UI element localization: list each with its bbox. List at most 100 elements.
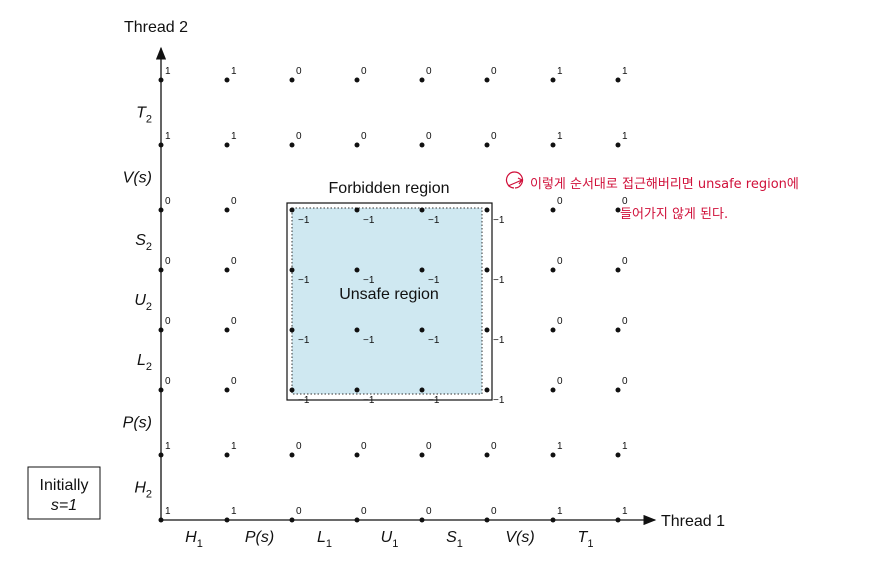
grid-point: [484, 142, 490, 148]
point-value: −1: [428, 335, 440, 346]
grid-point: [419, 77, 425, 83]
point-value: 0: [361, 131, 367, 142]
x-label: U1: [381, 529, 399, 550]
grid-point: [550, 267, 556, 273]
point-value: −1: [363, 335, 375, 346]
point-value: −1: [298, 335, 310, 346]
grid-point: [289, 452, 295, 458]
label-name: U: [134, 292, 146, 309]
label-sub: 2: [146, 361, 152, 373]
grid-point: [419, 207, 425, 213]
grid-point: [224, 142, 230, 148]
label-sub: 2: [146, 301, 152, 313]
point-value: 0: [622, 376, 628, 387]
point-value: 0: [231, 376, 237, 387]
grid-point: [550, 327, 556, 333]
x-label: H1: [185, 529, 203, 550]
grid: 1 1 0 0 0 0 1 1 1 1 0 0 0 0 1 1 0 0 −1 −1 −1 −1 0 0 0 0 −1 −1 −1 −1 0 0…: [123, 66, 628, 550]
point-value: 1: [165, 441, 171, 452]
grid-point: [224, 452, 230, 458]
point-value: 1: [557, 441, 563, 452]
point-value: 0: [361, 506, 367, 517]
grid-point: [224, 327, 230, 333]
grid-point: [354, 387, 360, 393]
grid-point: [289, 327, 295, 333]
point-value: 0: [426, 441, 432, 452]
point-value: 0: [361, 441, 367, 452]
grid-point: [615, 207, 621, 213]
label-sub: 1: [326, 538, 332, 550]
grid-point: [158, 452, 164, 458]
point-value: 0: [296, 66, 302, 77]
point-value: 1: [165, 131, 171, 142]
grid-point: [484, 452, 490, 458]
label-name: H: [134, 480, 146, 497]
grid-point: [615, 327, 621, 333]
grid-point: [158, 327, 164, 333]
grid-point: [158, 77, 164, 83]
grid-point: [224, 517, 230, 523]
point-value: 1: [165, 506, 171, 517]
y-label: P(s): [123, 415, 152, 432]
point-value: 0: [231, 316, 237, 327]
initial-line: Initially: [40, 477, 89, 494]
annotation: 들어가지 않게 된다.: [620, 207, 728, 222]
point-value: 0: [491, 441, 497, 452]
y-label: T2: [136, 105, 152, 126]
label-name: S: [135, 232, 146, 249]
label-name: P(s): [245, 529, 274, 546]
point-value: −1: [493, 395, 505, 406]
point-value: 0: [296, 441, 302, 452]
grid-point: [224, 77, 230, 83]
x-label: S1: [446, 529, 463, 550]
point-value: −1: [428, 275, 440, 286]
grid-point: [224, 387, 230, 393]
point-value: 1: [557, 66, 563, 77]
point-value: 1: [622, 66, 628, 77]
grid-point: [354, 142, 360, 148]
point-value: 0: [622, 316, 628, 327]
point-value: 0: [231, 196, 237, 207]
grid-point: [419, 327, 425, 333]
grid-point: [289, 517, 295, 523]
grid-point: [550, 517, 556, 523]
point-value: 1: [231, 506, 237, 517]
label-sub: 2: [146, 489, 152, 501]
grid-point: [615, 267, 621, 273]
initial-box: [27, 466, 101, 520]
point-value: 0: [165, 256, 171, 267]
point-value: 0: [165, 376, 171, 387]
x-axis-title: Thread 1: [661, 513, 725, 530]
y-label: S2: [135, 232, 152, 253]
grid-point: [550, 387, 556, 393]
x-label: T1: [578, 529, 594, 550]
grid-point: [615, 452, 621, 458]
point-value: −1: [493, 215, 505, 226]
grid-point: [615, 142, 621, 148]
point-value: 1: [622, 506, 628, 517]
point-value: −1: [298, 215, 310, 226]
point-value: 1: [622, 131, 628, 142]
point-value: 1: [557, 506, 563, 517]
point-value: 0: [557, 256, 563, 267]
grid-point: [550, 207, 556, 213]
forbidden-region: [286, 202, 493, 401]
grid-point: [484, 387, 490, 393]
label-name: P(s): [123, 415, 152, 432]
point-value: 0: [557, 316, 563, 327]
grid-point: [419, 452, 425, 458]
grid-point: [158, 387, 164, 393]
grid-point: [158, 207, 164, 213]
x-label: V(s): [505, 529, 534, 546]
grid-point: [354, 267, 360, 273]
grid-point: [158, 267, 164, 273]
label-name: T: [578, 529, 589, 546]
grid-point: [419, 517, 425, 523]
grid-point: [484, 77, 490, 83]
point-value: 0: [231, 256, 237, 267]
y-axis-title: Thread 2: [124, 19, 188, 36]
label-name: T: [136, 105, 147, 122]
point-value: −1: [363, 275, 375, 286]
grid-point: [354, 517, 360, 523]
